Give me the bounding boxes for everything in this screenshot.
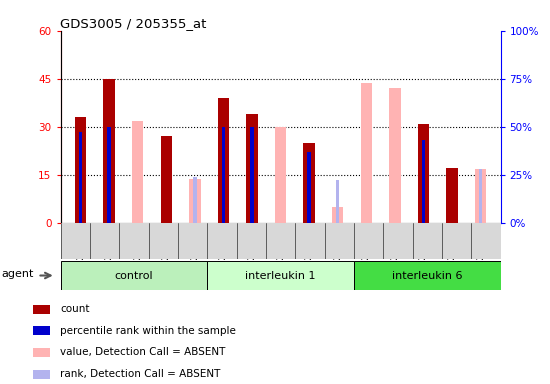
Bar [475, 169, 486, 223]
Bar [32, 305, 50, 314]
Bar [360, 83, 372, 223]
Bar [304, 143, 315, 223]
Bar [32, 348, 50, 357]
Text: GDS3005 / 205355_at: GDS3005 / 205355_at [60, 17, 207, 30]
Bar [207, 261, 354, 290]
Text: count: count [60, 304, 90, 314]
Bar [279, 140, 282, 223]
Bar [103, 79, 115, 223]
Bar [132, 121, 144, 223]
Bar [246, 114, 257, 223]
Bar [189, 179, 201, 223]
Bar [393, 127, 397, 223]
Text: interleukin 6: interleukin 6 [392, 270, 463, 281]
Bar [60, 261, 207, 290]
Bar [218, 98, 229, 223]
Text: rank, Detection Call = ABSENT: rank, Detection Call = ABSENT [60, 369, 221, 379]
Bar [275, 127, 286, 223]
Bar [417, 124, 429, 223]
Bar [354, 261, 500, 290]
Bar [479, 169, 482, 223]
Bar [250, 127, 254, 223]
Bar [336, 180, 339, 223]
Text: percentile rank within the sample: percentile rank within the sample [60, 326, 236, 336]
Bar [32, 369, 50, 379]
Bar [107, 127, 111, 223]
Bar [446, 168, 458, 223]
Bar [332, 207, 343, 223]
Bar [161, 136, 172, 223]
Bar [222, 127, 225, 223]
Bar [32, 326, 50, 335]
Text: agent: agent [1, 269, 34, 279]
Bar [75, 117, 86, 223]
Text: interleukin 1: interleukin 1 [245, 270, 316, 281]
Bar [365, 127, 368, 223]
Bar [79, 132, 82, 223]
Text: control: control [114, 270, 153, 281]
Bar [389, 88, 400, 223]
Text: value, Detection Call = ABSENT: value, Detection Call = ABSENT [60, 348, 226, 358]
Bar [307, 152, 311, 223]
Bar [193, 177, 196, 223]
Bar [422, 140, 425, 223]
